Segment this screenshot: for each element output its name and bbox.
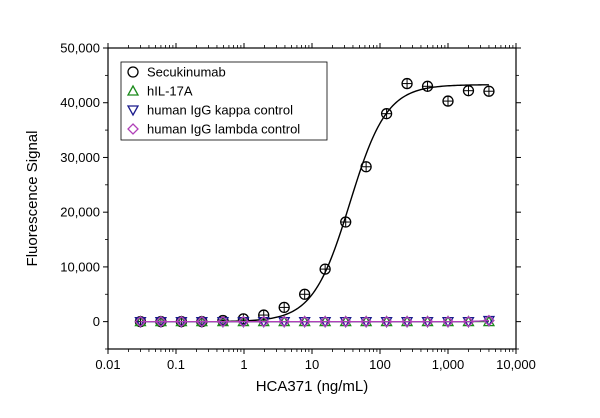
- legend-label: Secukinumab: [147, 65, 226, 80]
- x-tick-label: 0.01: [95, 357, 120, 372]
- x-tick-label: 1,000: [432, 357, 465, 372]
- data-point: [154, 315, 167, 328]
- x-tick-label: 10: [305, 357, 319, 372]
- y-axis-title: Fluorescence Signal: [24, 131, 41, 267]
- data-point: [462, 315, 475, 328]
- series-layer: [134, 77, 496, 328]
- data-point: [360, 315, 373, 328]
- legend-marker: [126, 105, 140, 117]
- y-tick-label: 30,000: [60, 150, 100, 165]
- legend-entry-3: human IgG lambda control: [127, 122, 300, 137]
- x-tick-label: 0.1: [167, 357, 185, 372]
- data-point: [134, 315, 147, 328]
- data-point: [319, 315, 332, 328]
- data-point: [257, 315, 270, 328]
- data-point: [401, 315, 413, 328]
- legend-marker: [127, 123, 139, 135]
- y-tick-label: 20,000: [60, 205, 100, 220]
- x-axis-title: HCA371 (ng/mL): [256, 378, 369, 395]
- data-point: [421, 315, 434, 328]
- legend-label: human IgG kappa control: [147, 103, 293, 118]
- data-point: [380, 315, 393, 328]
- data-point: [483, 314, 495, 327]
- legend: Secukinumab hIL-17A human IgG kappa contro…: [120, 61, 328, 141]
- data-point: [298, 315, 311, 328]
- x-tick-label: 10,000: [496, 357, 536, 372]
- y-tick-label: 10,000: [60, 259, 100, 274]
- data-point: [339, 315, 352, 328]
- data-point: [175, 315, 188, 328]
- legend-entry-1: hIL-17A: [126, 84, 193, 99]
- series-3: [134, 314, 495, 328]
- data-point: [442, 315, 454, 328]
- y-tick-label: 40,000: [60, 95, 100, 110]
- data-point: [195, 315, 208, 328]
- axis-ticks: 0.01 0.1 1 10 100 1,000 10,000 0 10,000 20,000 30,…: [60, 41, 536, 373]
- legend-entry-2: human IgG kappa control: [126, 103, 293, 118]
- data-point: [278, 315, 291, 328]
- x-tick-label: 100: [369, 357, 391, 372]
- x-tick-label: 1: [240, 357, 247, 372]
- data-point: [237, 315, 250, 328]
- y-tick-label: 0: [93, 314, 100, 329]
- series-line-3: [140, 319, 489, 323]
- legend-marker: [126, 84, 140, 96]
- y-tick-label: 50,000: [60, 41, 100, 56]
- legend-entry-0: Secukinumab: [127, 65, 226, 80]
- legend-label: hIL-17A: [147, 84, 193, 99]
- legend-label: human IgG lambda control: [147, 122, 300, 137]
- data-point: [217, 315, 229, 328]
- legend-box: [120, 61, 328, 141]
- legend-marker: [127, 66, 139, 78]
